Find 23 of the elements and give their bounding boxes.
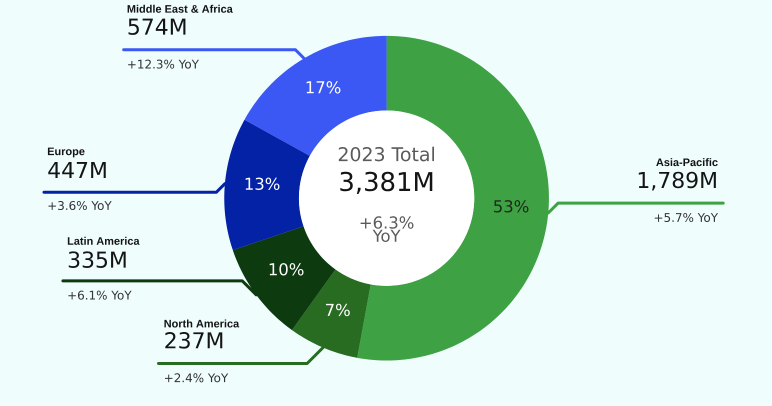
- text: 2023 Total: [338, 146, 434, 162]
- text: 10%: [270, 262, 304, 276]
- data-label: 335M: [68, 251, 126, 268]
- text: +2.4% YoY: [164, 373, 228, 382]
- text: +6.3% YoY: [360, 216, 414, 242]
- text: +3.6% YoY: [48, 200, 112, 210]
- slice-label: North America: [164, 319, 240, 328]
- text: 3,381M: [340, 172, 432, 194]
- slice-label: Middle East & Africa: [128, 4, 233, 13]
- text: 53%: [494, 200, 528, 212]
- text: +6.1% YoY: [68, 290, 132, 300]
- data-label: 1,789M: [638, 172, 716, 190]
- text: 17%: [306, 80, 340, 94]
- text: +5.7% YoY: [654, 212, 718, 222]
- data-label: 447M: [48, 162, 106, 178]
- slice-label: Europe: [48, 147, 85, 158]
- text: 13%: [246, 177, 280, 190]
- text: +12.3% YoY: [128, 59, 199, 68]
- text: 7%: [326, 304, 350, 316]
- data-label: 574M: [128, 18, 186, 35]
- data-label: 237M: [165, 332, 222, 348]
- slice-label: Latin America: [68, 236, 140, 245]
- slice-label: Asia-Pacific: [656, 158, 718, 166]
